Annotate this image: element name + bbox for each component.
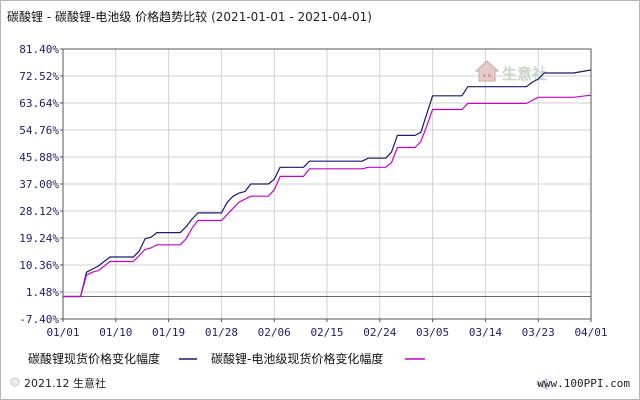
chart-title: 碳酸锂 - 碳酸锂-电池级 价格趋势比较 (2021-01-01 - 2021-0… bbox=[7, 8, 372, 25]
legend-label-series-1: 碳酸锂现货价格变化幅度 bbox=[28, 351, 160, 366]
footer-logo-icon bbox=[10, 377, 20, 387]
x-tick-label: 02/06 bbox=[258, 326, 291, 339]
x-tick-label: 02/15 bbox=[310, 326, 343, 339]
y-tick-label: 1.48% bbox=[26, 286, 59, 299]
y-tick-label: 28.12% bbox=[19, 205, 59, 218]
x-tick-label: 03/14 bbox=[469, 326, 502, 339]
y-tick-label: 10.36% bbox=[19, 259, 59, 272]
plot-frame bbox=[62, 48, 592, 320]
watermark-text: 生意社 bbox=[502, 65, 547, 83]
legend-label-series-2: 碳酸锂-电池级现货价格变化幅度 bbox=[211, 351, 383, 366]
y-tick-label: -7.40% bbox=[19, 313, 59, 326]
x-tick-label: 01/10 bbox=[99, 326, 132, 339]
y-tick-label: 63.64% bbox=[19, 97, 59, 110]
x-tick-label: 01/28 bbox=[205, 326, 238, 339]
y-tick-label: 72.52% bbox=[19, 70, 59, 83]
watermark-house-icon bbox=[474, 60, 500, 82]
x-tick-label: 03/05 bbox=[416, 326, 449, 339]
y-tick-label: 19.24% bbox=[19, 232, 59, 245]
y-tick-label: 81.40% bbox=[19, 43, 59, 56]
series-line-2 bbox=[63, 94, 592, 298]
x-tick-label: 01/19 bbox=[152, 326, 185, 339]
title-date-range: (2021-01-01 - 2021-04-01) bbox=[211, 10, 372, 24]
y-tick-label: 54.76% bbox=[19, 124, 59, 137]
series-line-1 bbox=[63, 69, 592, 298]
watermark-window-icon bbox=[483, 74, 486, 77]
x-tick-label: 01/01 bbox=[46, 326, 79, 339]
title-text: 碳酸锂 - 碳酸锂-电池级 价格趋势比较 bbox=[7, 10, 208, 24]
footer-url-icon bbox=[535, 378, 548, 390]
y-tick-label: 37.00% bbox=[19, 178, 59, 191]
footer-copyright: 2021.12 生意社 bbox=[24, 376, 106, 390]
x-tick-label: 02/24 bbox=[363, 326, 396, 339]
footer-url: www.100PPI.com bbox=[537, 377, 630, 390]
watermark-window-icon bbox=[488, 74, 491, 77]
x-tick-label: 03/23 bbox=[522, 326, 555, 339]
y-tick-label: 45.88% bbox=[19, 151, 59, 164]
x-tick-label: 04/01 bbox=[574, 326, 607, 339]
